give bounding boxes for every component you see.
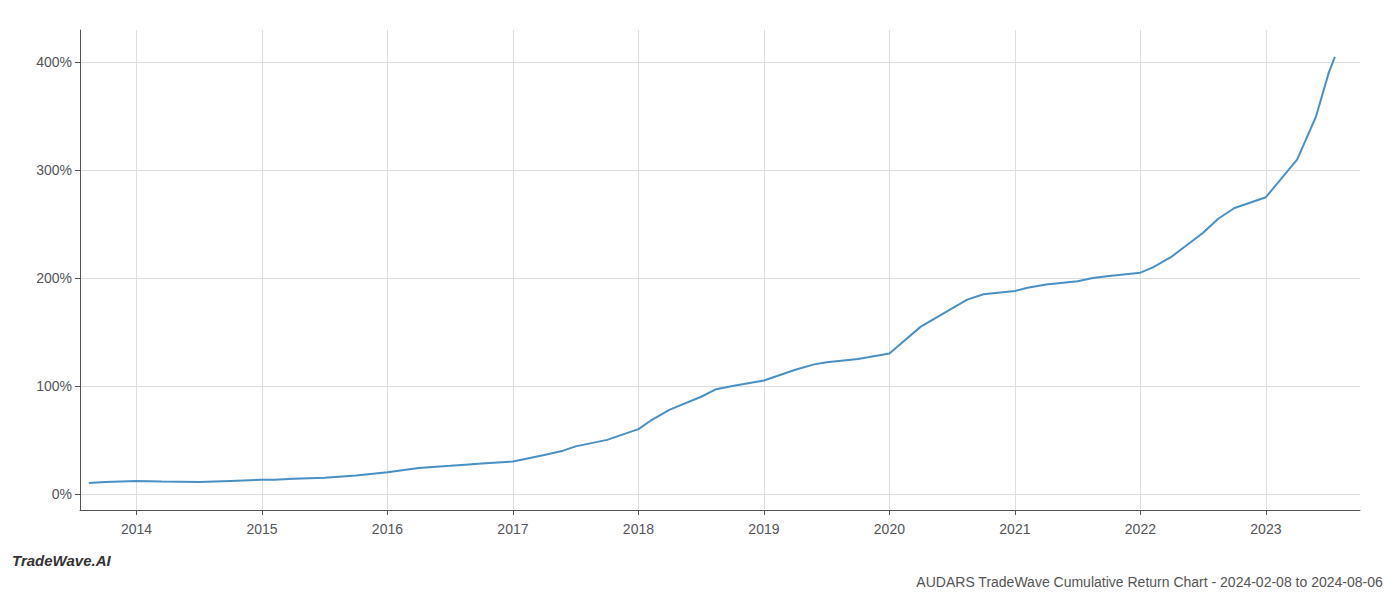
- svg-text:2021: 2021: [999, 521, 1030, 537]
- svg-text:TradeWave.AI: TradeWave.AI: [12, 552, 111, 569]
- svg-text:AUDARS TradeWave Cumulative Re: AUDARS TradeWave Cumulative Return Chart…: [916, 574, 1383, 590]
- svg-text:2019: 2019: [748, 521, 779, 537]
- svg-text:2017: 2017: [497, 521, 528, 537]
- svg-text:400%: 400%: [36, 54, 72, 70]
- svg-text:2022: 2022: [1125, 521, 1156, 537]
- svg-text:200%: 200%: [36, 270, 72, 286]
- svg-text:300%: 300%: [36, 162, 72, 178]
- svg-text:0%: 0%: [52, 486, 72, 502]
- svg-text:2015: 2015: [246, 521, 277, 537]
- svg-text:100%: 100%: [36, 378, 72, 394]
- svg-text:2018: 2018: [623, 521, 654, 537]
- svg-text:2023: 2023: [1250, 521, 1281, 537]
- svg-text:2014: 2014: [121, 521, 152, 537]
- svg-text:2020: 2020: [874, 521, 905, 537]
- svg-text:2016: 2016: [372, 521, 403, 537]
